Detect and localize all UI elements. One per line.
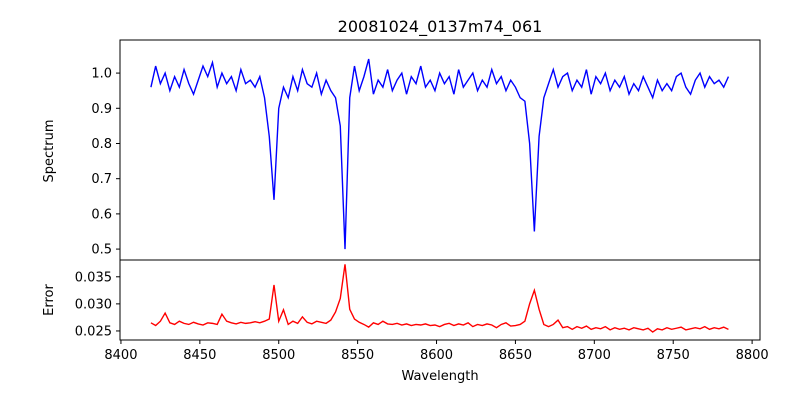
y-tick-label: 0.035 [75, 270, 112, 285]
series-line [150, 264, 729, 333]
error-panel: 0.025 0.030 0.035 8400 8450 8500 8550 8600 8650 8… [75, 259, 769, 363]
x-tick-label: 8550 [341, 348, 374, 363]
y-tick-label: 0.8 [91, 137, 112, 152]
x-axis-label: Wavelength [401, 369, 478, 384]
series-line [150, 58, 730, 250]
x-tick-label: 8650 [499, 348, 532, 363]
x-tick-label: 8800 [736, 348, 769, 363]
y-tick-label: 1.0 [91, 67, 112, 82]
y-tick-label: 0.7 [91, 172, 112, 187]
x-tick-label: 8400 [104, 348, 137, 363]
x-tick-label: 8600 [420, 348, 453, 363]
spectrum-ylabel: Spectrum [42, 120, 57, 183]
y-tick-label: 0.5 [91, 243, 112, 258]
x-tick-label: 8450 [183, 348, 216, 363]
y-tick-label: 0.9 [91, 102, 112, 117]
x-tick-label: 8700 [578, 348, 611, 363]
spectrum-panel: 0.5 0.6 0.7 0.8 0.9 1.0 [91, 39, 761, 261]
x-tick-label: 8500 [262, 348, 295, 363]
axes-frame [119, 259, 761, 341]
chart-title: 20081024_0137m74_061 [338, 17, 543, 37]
x-tick-label: 8750 [657, 348, 690, 363]
error-ylabel: Error [42, 284, 57, 316]
y-tick-label: 0.6 [91, 207, 112, 222]
y-tick-label: 0.030 [75, 297, 112, 312]
y-tick-label: 0.025 [75, 324, 112, 339]
